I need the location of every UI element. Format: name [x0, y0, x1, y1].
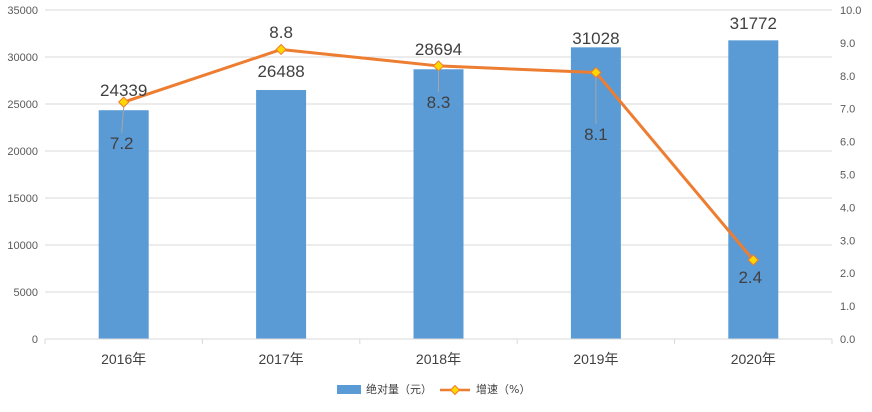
- x-tick-label: 2017年: [259, 351, 304, 367]
- line-data-label: 8.8: [269, 23, 293, 42]
- right-tick-label: 1.0: [840, 301, 855, 313]
- right-tick-label: 0.0: [840, 334, 855, 346]
- x-axis: 2016年 2017年 2018年 2019年 2020年: [44, 338, 833, 367]
- right-tick-label: 5.0: [840, 170, 855, 182]
- right-tick-label: 6.0: [840, 137, 855, 149]
- legend-line-marker: [449, 384, 461, 396]
- x-tick-label: 2020年: [731, 351, 776, 367]
- left-tick-label: 15000: [7, 193, 38, 205]
- x-tick-label: 2016年: [101, 351, 146, 367]
- right-tick-label: 10.0: [840, 5, 861, 17]
- left-tick-label: 10000: [7, 240, 38, 252]
- left-tick-label: 20000: [7, 146, 38, 158]
- right-tick-label: 4.0: [840, 202, 855, 214]
- line-data-label: 8.3: [427, 93, 451, 112]
- leader-line: [121, 107, 125, 134]
- bar: [728, 40, 779, 339]
- right-tick-label: 8.0: [840, 71, 855, 83]
- bar-data-label: 28694: [415, 40, 462, 59]
- line-data-labels: 7.2 8.8 8.3 8.1 2.4: [110, 23, 762, 287]
- right-axis: 0.0 1.0 2.0 3.0 4.0 5.0 6.0 7.0 8.0 9.0 10.0: [840, 5, 861, 346]
- right-tick-label: 7.0: [840, 104, 855, 116]
- line-marker: [275, 43, 287, 56]
- bar-data-label: 31772: [730, 14, 777, 33]
- bar-data-label: 31028: [572, 29, 619, 48]
- right-tick-label: 3.0: [840, 235, 855, 247]
- bar-data-label: 26488: [257, 62, 304, 81]
- left-tick-label: 35000: [7, 5, 38, 17]
- legend-bar-label: 绝对量（元）: [366, 382, 432, 396]
- bar-data-label: 24339: [100, 81, 147, 100]
- legend-bar-swatch: [337, 385, 361, 394]
- line-data-label: 8.1: [584, 125, 608, 144]
- left-tick-label: 5000: [14, 287, 38, 299]
- left-axis: 0 5000 10000 15000 20000 25000 30000 35000: [7, 5, 38, 346]
- bar: [98, 110, 149, 339]
- bar: [413, 69, 464, 339]
- bar-series: [98, 40, 779, 340]
- left-tick-label: 30000: [7, 52, 38, 64]
- left-tick-label: 25000: [7, 99, 38, 111]
- x-tick-label: 2019年: [573, 351, 618, 367]
- bar: [256, 90, 307, 339]
- line-series: [117, 43, 760, 266]
- right-tick-label: 9.0: [840, 38, 855, 50]
- right-tick-label: 2.0: [840, 268, 855, 280]
- legend-line-label: 增速（%）: [476, 382, 530, 396]
- legend: 绝对量（元） 增速（%）: [337, 382, 530, 396]
- line-marker: [747, 254, 760, 266]
- x-tick-label: 2018年: [416, 351, 461, 367]
- line-data-label: 7.2: [110, 134, 134, 153]
- line-data-label: 2.4: [738, 268, 762, 287]
- bar-data-labels: 24339 26488 28694 31028 31772: [100, 14, 777, 100]
- left-tick-label: 0: [32, 334, 38, 346]
